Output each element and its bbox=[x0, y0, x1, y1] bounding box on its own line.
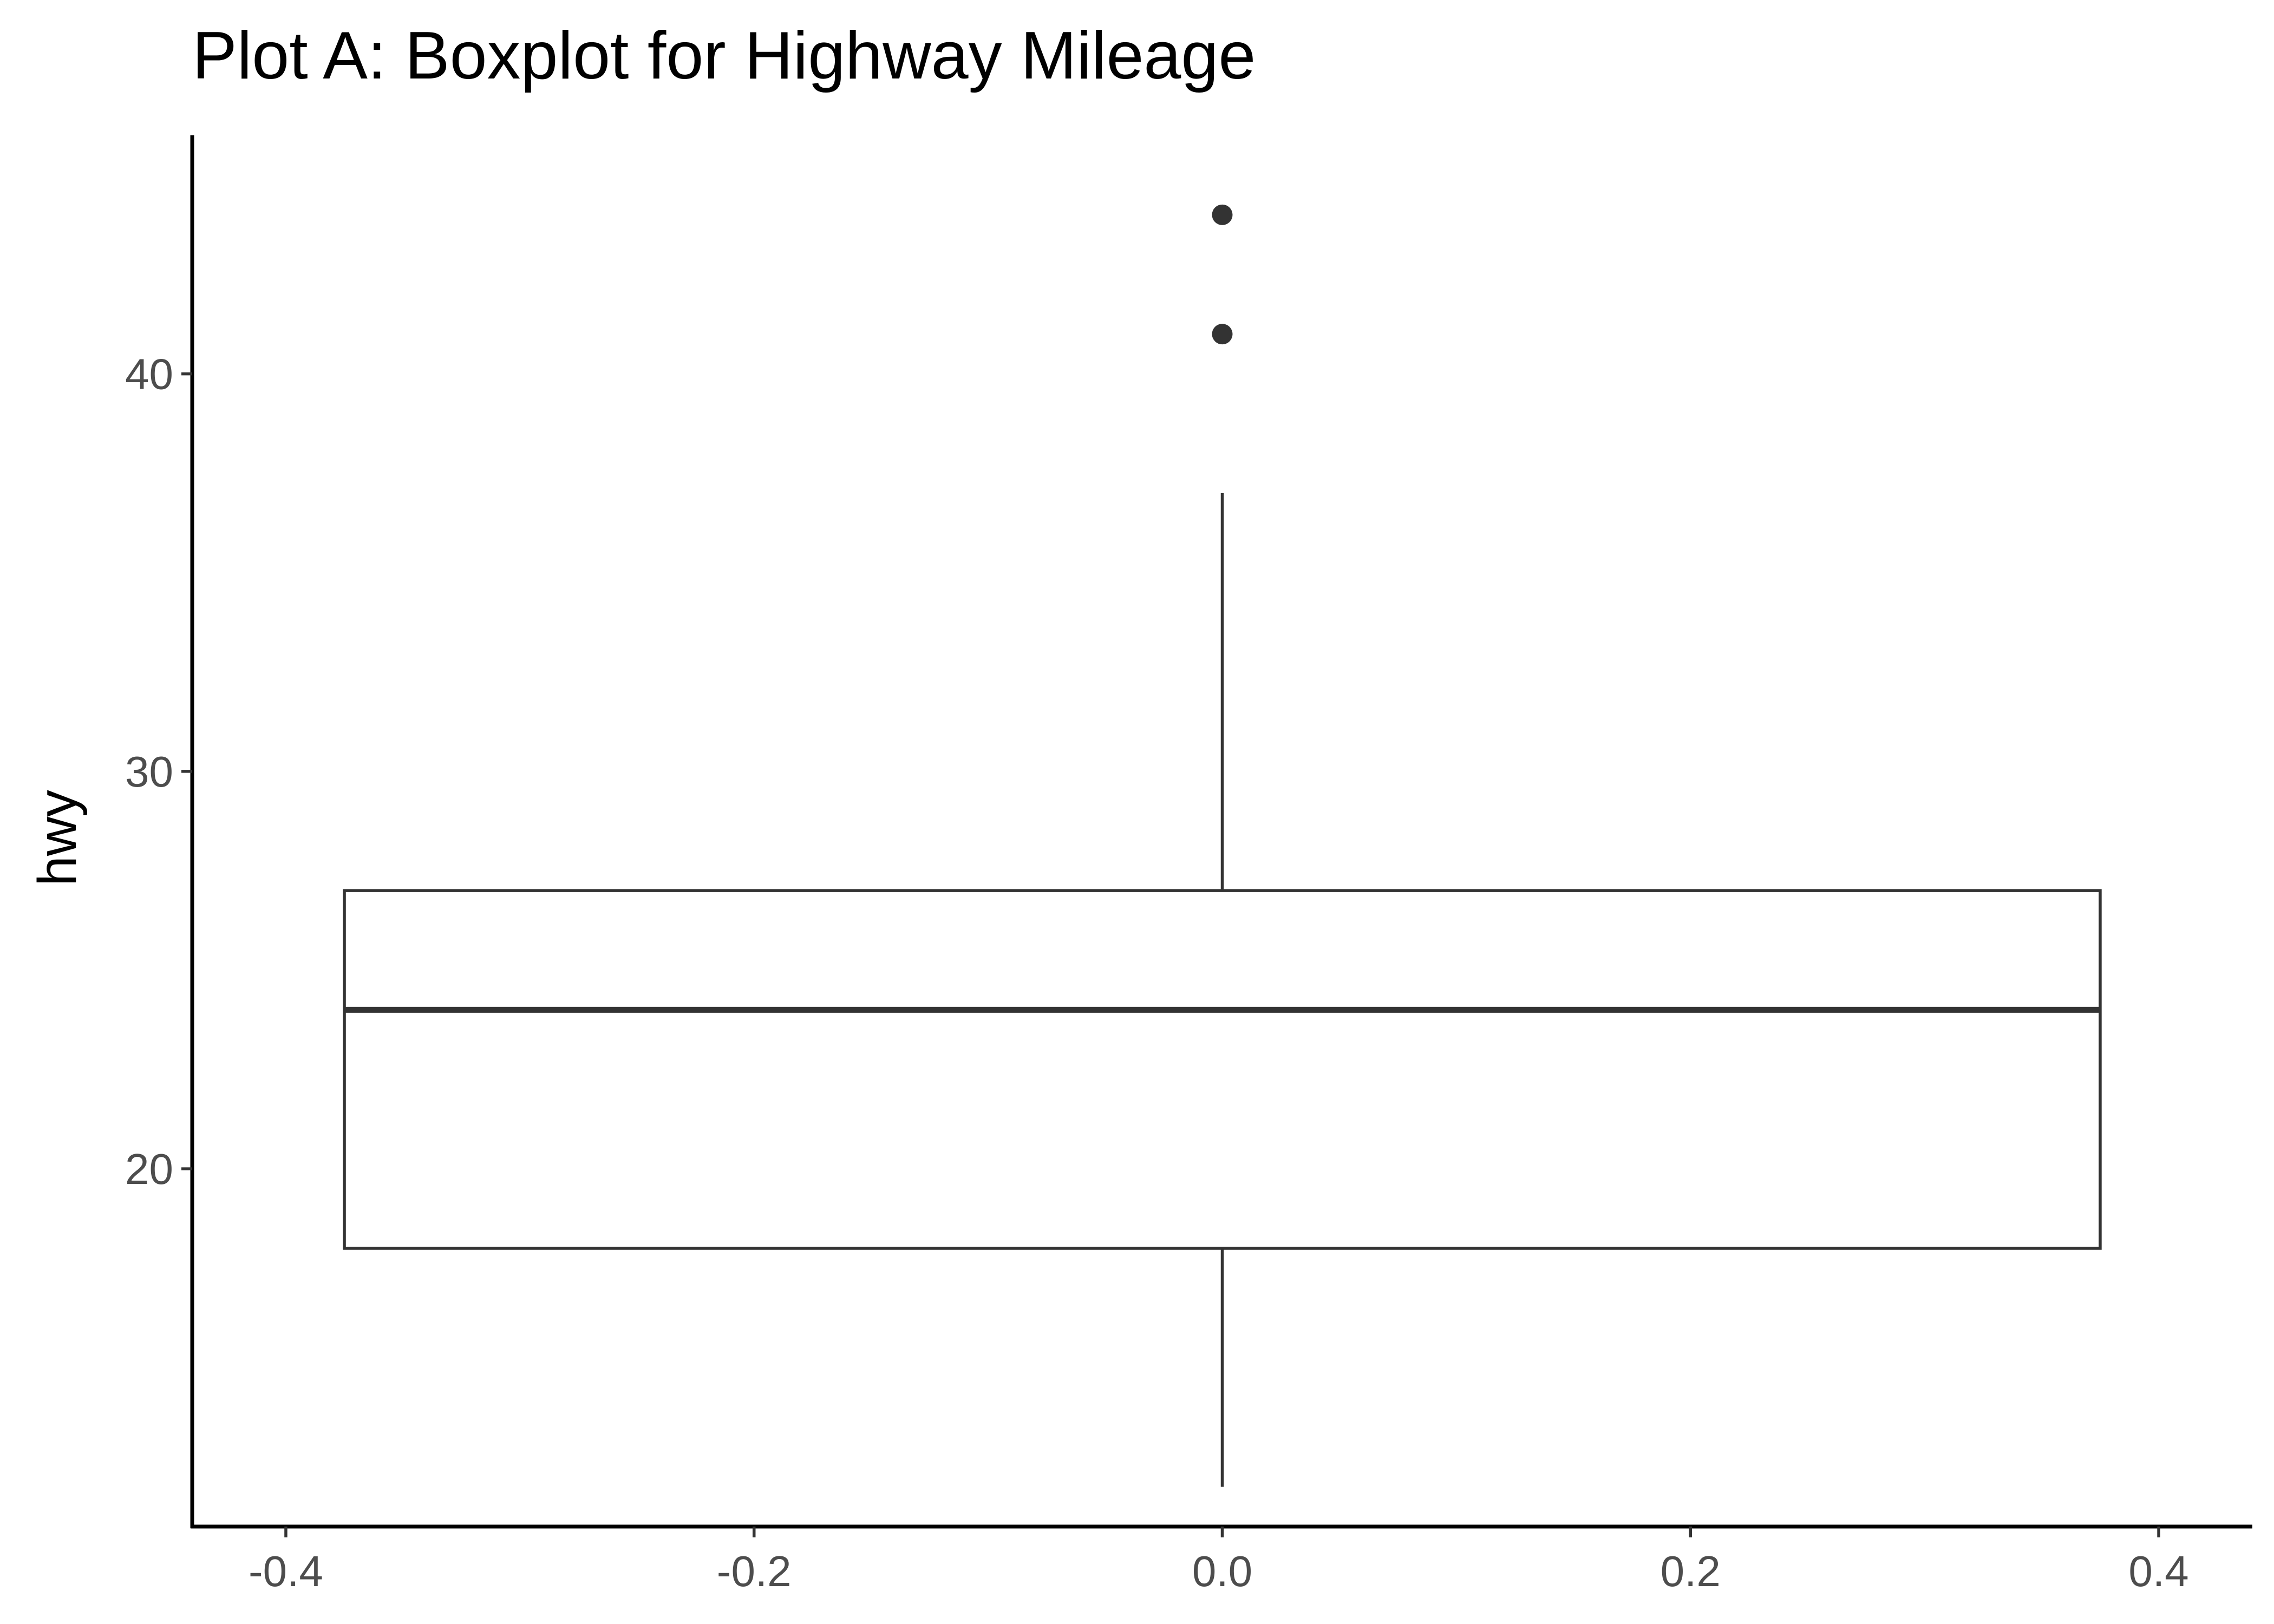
y-axis-title: hwy bbox=[27, 790, 88, 886]
x-tick-label: -0.4 bbox=[249, 1547, 323, 1595]
y-tick-label: 40 bbox=[125, 350, 173, 398]
outlier-point-2 bbox=[1212, 204, 1233, 225]
x-tick-label: -0.2 bbox=[717, 1547, 792, 1595]
x-tick-label: 0.0 bbox=[1192, 1547, 1252, 1595]
y-tick-label: 20 bbox=[125, 1145, 173, 1193]
x-tick-label: 0.2 bbox=[1661, 1547, 1721, 1595]
y-tick-label: 30 bbox=[125, 748, 173, 796]
box-iqr bbox=[343, 889, 2102, 1250]
x-tick-label: 0.4 bbox=[2128, 1547, 2188, 1595]
plot-area: -0.4 -0.2 0.0 0.2 0.4 20 30 40 bbox=[125, 135, 2252, 1595]
plot-title: Plot A: Boxplot for Highway Mileage bbox=[192, 18, 1256, 93]
outlier-point-1 bbox=[1212, 324, 1233, 345]
